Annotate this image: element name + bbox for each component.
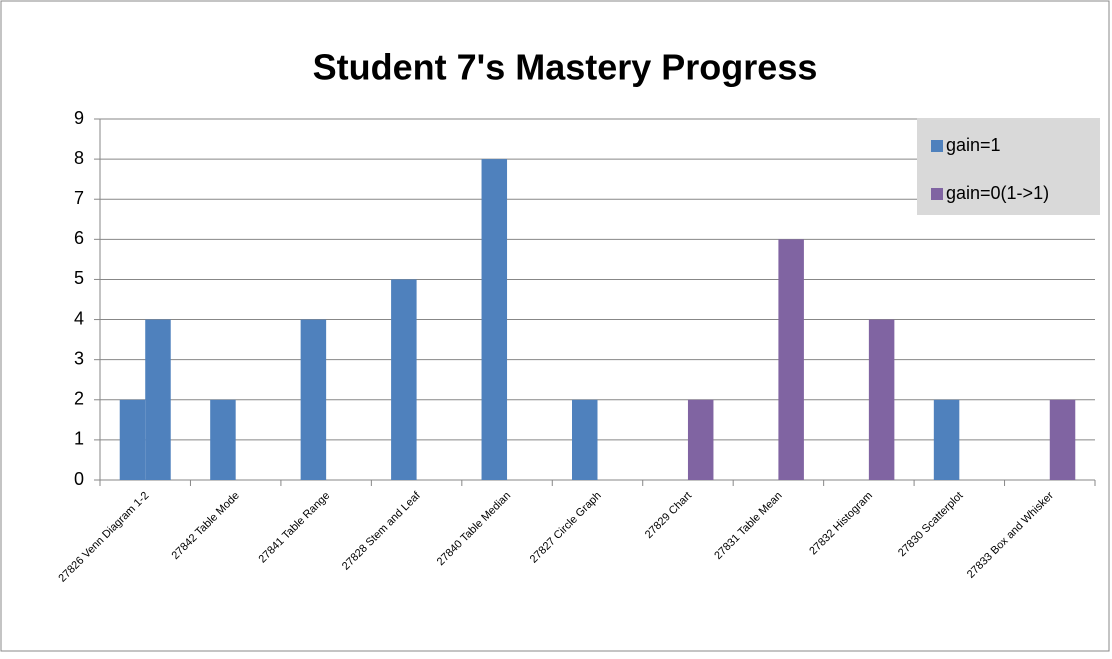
y-tick-label: 3	[74, 348, 84, 368]
y-tick-label: 9	[74, 108, 84, 128]
bar	[933, 399, 960, 480]
bar	[868, 319, 895, 480]
y-tick-label: 0	[74, 469, 84, 489]
y-tick-label: 4	[74, 308, 84, 328]
legend-swatch	[931, 188, 943, 200]
chart-title: Student 7's Mastery Progress	[313, 47, 818, 88]
bar	[145, 319, 171, 480]
y-tick-label: 7	[74, 188, 84, 208]
legend-label: gain=1	[946, 135, 1001, 155]
bar	[778, 239, 804, 480]
y-tick-label: 1	[74, 429, 84, 449]
y-tick-label: 2	[74, 389, 84, 409]
legend-swatch	[931, 140, 943, 152]
bar	[300, 319, 327, 480]
bar	[210, 399, 236, 480]
y-tick-label: 8	[74, 148, 84, 168]
bar	[687, 399, 714, 480]
y-tick-label: 5	[74, 268, 84, 288]
bar	[391, 279, 417, 480]
bar	[481, 159, 508, 480]
bar	[1049, 399, 1076, 480]
y-tick-label: 6	[74, 228, 84, 248]
bar	[119, 399, 146, 480]
legend-box	[917, 118, 1100, 215]
bar	[572, 399, 598, 480]
legend-label: gain=0(1->1)	[946, 183, 1049, 203]
